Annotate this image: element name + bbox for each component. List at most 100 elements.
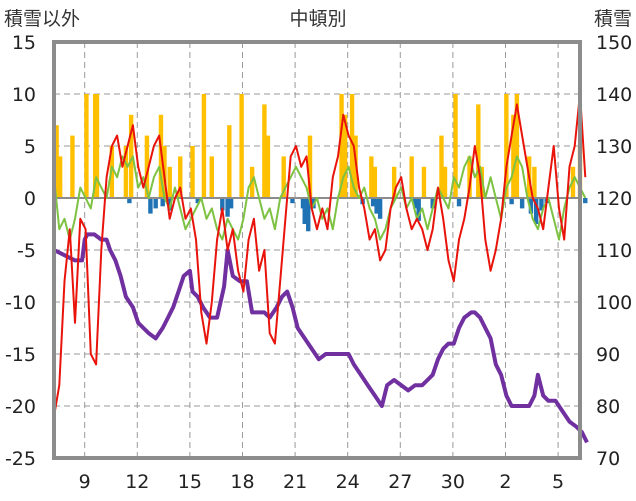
left-tick-label-4: -5 — [17, 240, 36, 262]
precip-positive-bar-22 — [281, 156, 286, 198]
chart-title: 中頓別 — [289, 8, 346, 30]
x-tick-label-2: 15 — [178, 471, 202, 493]
x-tick-label-4: 21 — [283, 471, 307, 493]
precip-positive-bar-12 — [167, 166, 172, 198]
precip-negative-bar-21 — [456, 198, 462, 207]
precip-positive-bar-14 — [190, 146, 195, 198]
left-tick-label-7: -20 — [5, 396, 36, 418]
precip-negative-bar-1 — [148, 198, 153, 214]
right-tick-label-3: 120 — [596, 188, 632, 210]
precip-negative-bar-23 — [519, 198, 525, 209]
precip-negative-bar-4 — [167, 198, 172, 211]
left-tick-label-8: -25 — [5, 448, 36, 470]
precip-positive-bar-26 — [349, 94, 355, 198]
precip-positive-bar-41 — [514, 94, 520, 198]
right-tick-label-1: 140 — [596, 84, 632, 106]
right-tick-label-4: 110 — [596, 240, 632, 262]
right-axis-ticks: 150 140 130 120 110 100 90 80 70 — [596, 32, 632, 470]
precip-positive-bar-28 — [369, 156, 374, 198]
precip-negative-bar-5 — [195, 198, 200, 204]
left-axis-label: 積雪以外 — [4, 8, 80, 30]
precip-negative-bar-26 — [539, 198, 544, 211]
precip-negative-bar-16 — [374, 198, 379, 214]
precip-positive-bar-30 — [391, 166, 397, 198]
precip-negative-bar-22 — [509, 198, 514, 205]
precip-positive-bar-29 — [372, 166, 378, 198]
precip-positive-bar-37 — [476, 104, 481, 198]
precip-negative-bar-18 — [412, 198, 418, 209]
x-tick-label-8: 2 — [499, 471, 511, 493]
precip-positive-bar-3 — [84, 94, 89, 198]
precip-positive-bar-40 — [511, 114, 516, 198]
precip-positive-bar-0 — [54, 125, 59, 198]
right-tick-label-6: 90 — [596, 344, 620, 366]
precip-positive-bar-9 — [144, 135, 150, 198]
precip-positive-bar-24 — [339, 94, 344, 198]
precip-negative-bar-15 — [370, 198, 376, 207]
x-tick-label-7: 30 — [441, 471, 465, 493]
precip-positive-bar-34 — [442, 166, 448, 198]
precip-positive-bar-32 — [421, 166, 427, 198]
precip-negative-bar-17 — [377, 198, 383, 219]
x-tick-label-5: 24 — [336, 471, 360, 493]
left-tick-label-2: 5 — [24, 136, 36, 158]
left-tick-label-3: 0 — [24, 188, 36, 210]
min-temp-line — [53, 155, 587, 241]
precip-positive-bar-36 — [467, 156, 472, 198]
precip-positive-bar-20 — [262, 104, 267, 198]
precip-positive-bar-8 — [128, 114, 134, 198]
precip-positive-bar-2 — [70, 135, 75, 198]
precip-positive-bar-7 — [123, 146, 129, 198]
left-tick-label-5: -10 — [5, 292, 36, 314]
precip-positive-bar-23 — [307, 135, 313, 198]
x-tick-label-1: 12 — [125, 471, 149, 493]
precip-negative-bar-11 — [302, 198, 307, 224]
right-tick-label-2: 130 — [596, 136, 632, 158]
precip-negative-bar-19 — [416, 198, 421, 221]
series-lines — [53, 93, 589, 444]
precip-positive-bar-39 — [504, 94, 509, 198]
plot-frame — [52, 40, 582, 460]
precip-positive-bar-15 — [201, 94, 207, 198]
x-tick-label-0: 9 — [79, 471, 91, 493]
right-tick-label-0: 150 — [596, 32, 632, 54]
precip-negative-bar-28 — [583, 198, 588, 204]
x-axis-ticks: 9 12 15 18 21 24 27 30 2 5 — [79, 471, 564, 493]
max-temp-line — [53, 93, 587, 417]
precip-positive-bar-31 — [409, 156, 414, 198]
right-tick-label-7: 80 — [596, 396, 620, 418]
precip-positive-bar-17 — [227, 125, 232, 198]
precip-negative-bar-9 — [290, 198, 295, 204]
precip-positive-bar-43 — [532, 166, 537, 198]
precip-positive-bar-1 — [57, 156, 63, 198]
right-tick-label-8: 70 — [596, 448, 620, 470]
right-axis-label: 積雪 — [594, 8, 632, 30]
left-tick-label-1: 10 — [12, 84, 36, 106]
left-axis-ticks: 15 10 5 0 -5 -10 -15 -20 -25 — [5, 32, 36, 470]
right-tick-label-5: 100 — [596, 292, 632, 314]
precip-negative-bar-24 — [528, 198, 534, 214]
snow-depth-line — [53, 232, 589, 444]
precip-positive-bar-5 — [94, 94, 100, 198]
x-tick-label-9: 5 — [552, 471, 564, 493]
precip-negative-bar-6 — [220, 198, 225, 211]
precip-positive-bar-35 — [453, 94, 458, 198]
precip-negative-bar-20 — [430, 198, 435, 209]
x-tick-label-6: 27 — [388, 471, 412, 493]
precip-positive-bar-25 — [342, 114, 348, 198]
precip-positive-bar-33 — [439, 135, 444, 198]
precip-positive-bar-16 — [209, 156, 214, 198]
precip-negative-bar-7 — [225, 198, 230, 217]
x-tick-label-3: 18 — [230, 471, 254, 493]
precip-negative-bar-12 — [306, 198, 311, 232]
precip-negative-bar-25 — [533, 198, 539, 224]
precip-negative-bar-3 — [160, 198, 165, 207]
left-tick-label-6: -15 — [5, 344, 36, 366]
grid-lines — [54, 42, 580, 458]
left-tick-label-0: 15 — [12, 32, 36, 54]
precip-negative-bar-2 — [153, 198, 158, 209]
precip-positive-bar-13 — [178, 156, 183, 198]
precip-negative-bar-8 — [228, 198, 234, 209]
precip-positive-bar-21 — [265, 135, 271, 198]
